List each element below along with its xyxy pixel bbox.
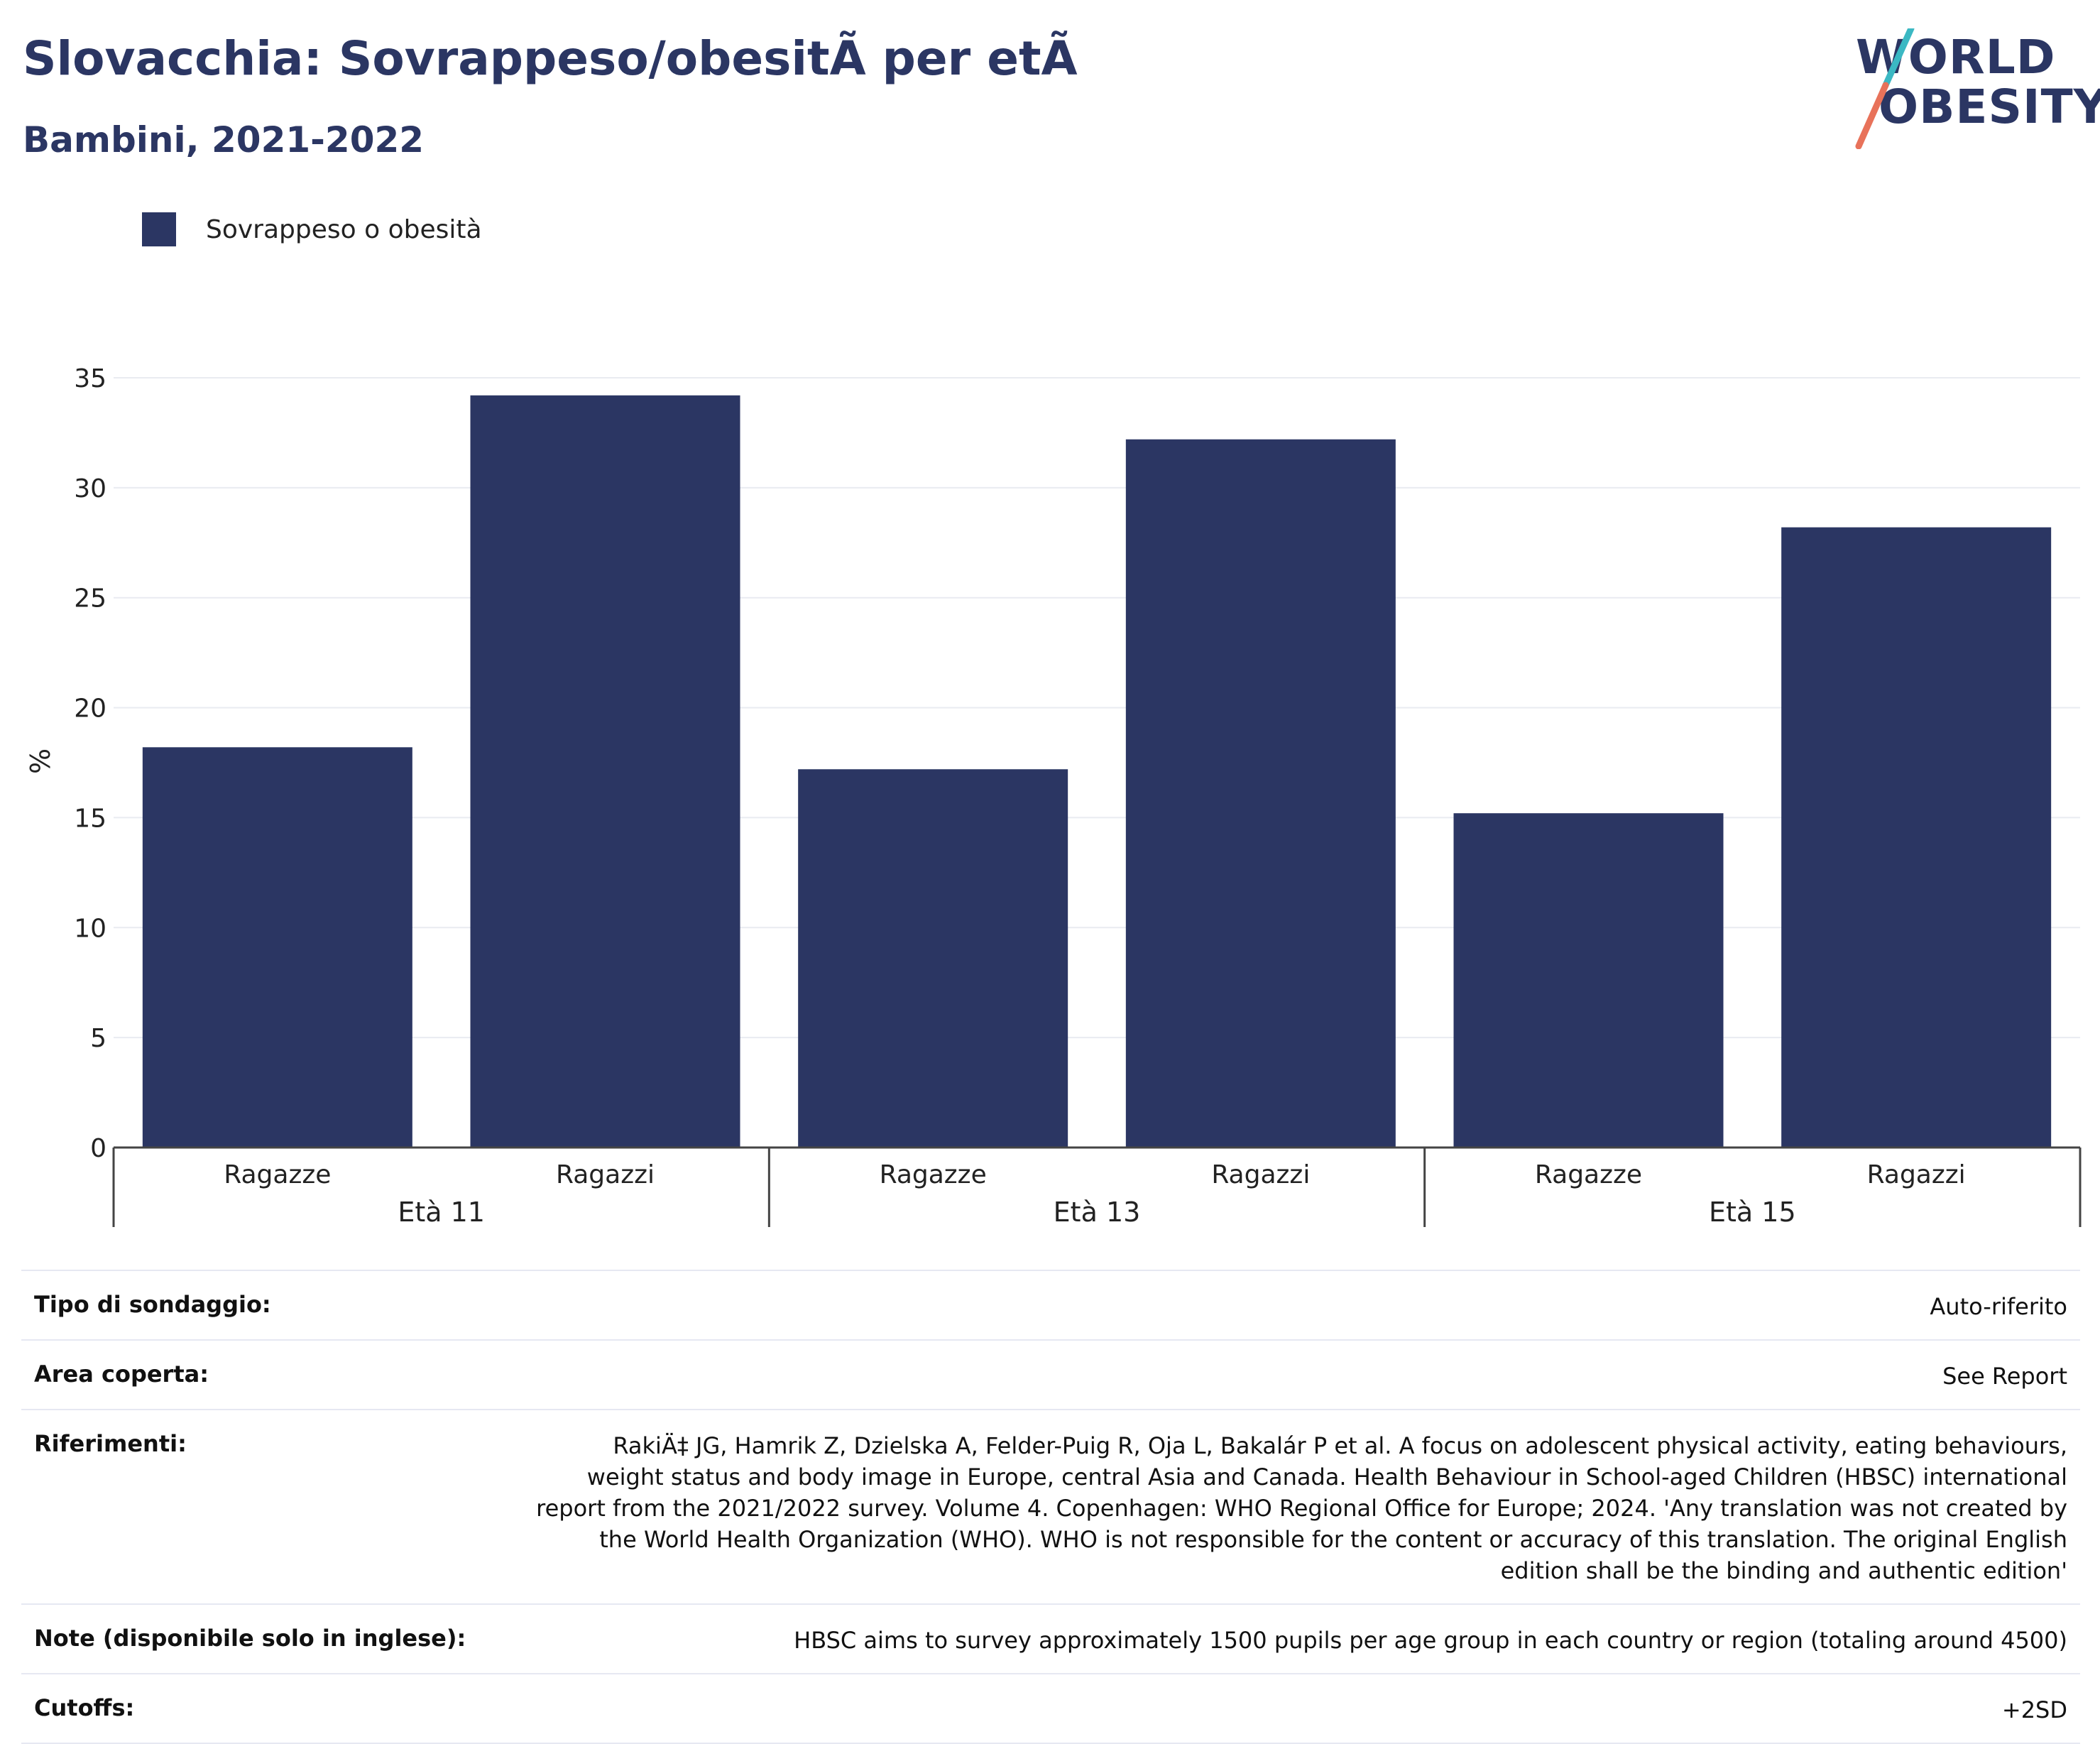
x-category-label: Ragazzi <box>1867 1160 1966 1189</box>
logo-slash-icon <box>1855 28 1915 149</box>
info-row: Note (disponibile solo in inglese): HBSC … <box>21 1603 2080 1673</box>
info-label: Tipo di sondaggio: <box>34 1291 271 1318</box>
x-group-label: Età 11 <box>398 1197 485 1228</box>
bar <box>1125 439 1396 1148</box>
info-value: RakiÄ‡ JG, Hamrik Z, Dzielska A, Felder-… <box>536 1432 2067 1584</box>
bar <box>142 747 412 1148</box>
bar <box>1453 813 1724 1148</box>
y-axis-label: % <box>25 748 56 774</box>
x-category-label: Ragazzi <box>556 1160 655 1189</box>
y-tick-label: 25 <box>74 584 106 614</box>
x-group-label: Età 15 <box>1709 1197 1796 1228</box>
y-tick-label: 10 <box>74 914 106 943</box>
info-row: Area coperta: See Report <box>21 1339 2080 1409</box>
y-tick-label: 15 <box>74 804 106 833</box>
chart-legend: Sovrappeso o obesità <box>142 210 482 249</box>
info-value: +2SD <box>2001 1696 2067 1723</box>
legend-label: Sovrappeso o obesità <box>206 214 482 244</box>
info-table: Tipo di sondaggio: Auto-riferito Area cope… <box>21 1270 2080 1744</box>
x-category-label: Ragazzi <box>1211 1160 1310 1189</box>
info-value: See Report <box>1942 1363 2067 1390</box>
bar-chart: 0 5 10 15 20 25 30 35% Ragazze Ragazzi Età 11 Ragaz… <box>25 364 2082 1228</box>
info-value: Auto-riferito <box>1930 1293 2067 1320</box>
legend-swatch <box>142 212 176 246</box>
y-tick-label: 35 <box>74 364 106 393</box>
info-row: Riferimenti: RakiÄ‡ JG, Hamrik Z, Dzielsk… <box>21 1409 2080 1603</box>
bar <box>1781 527 2052 1148</box>
x-category-label: Ragazze <box>224 1160 331 1189</box>
page-title: Slovacchia: Sovrappeso/obesitÃ per etÃ <box>23 31 1078 86</box>
info-row: Cutoffs: +2SD <box>21 1673 2080 1744</box>
info-label: Note (disponibile solo in inglese): <box>34 1625 466 1652</box>
info-value: HBSC aims to survey approximately 1500 p… <box>794 1627 2067 1654</box>
world-obesity-logo: WORLD OBESITY <box>1846 28 2100 149</box>
x-group-label: Età 13 <box>1054 1197 1141 1228</box>
y-tick-label: 30 <box>74 474 106 503</box>
x-category-label: Ragazze <box>1535 1160 1642 1189</box>
info-label: Area coperta: <box>34 1361 209 1388</box>
page-subtitle: Bambini, 2021-2022 <box>23 119 425 160</box>
info-label: Cutoffs: <box>34 1694 135 1721</box>
y-tick-label: 5 <box>90 1024 106 1053</box>
bar <box>470 395 740 1148</box>
y-tick-label: 0 <box>90 1134 106 1163</box>
logo-line-2: OBESITY <box>1878 80 2100 134</box>
x-category-label: Ragazze <box>880 1160 987 1189</box>
info-row: Tipo di sondaggio: Auto-riferito <box>21 1270 2080 1339</box>
info-label: Riferimenti: <box>34 1430 187 1457</box>
bar <box>798 769 1068 1148</box>
y-tick-label: 20 <box>74 694 106 724</box>
